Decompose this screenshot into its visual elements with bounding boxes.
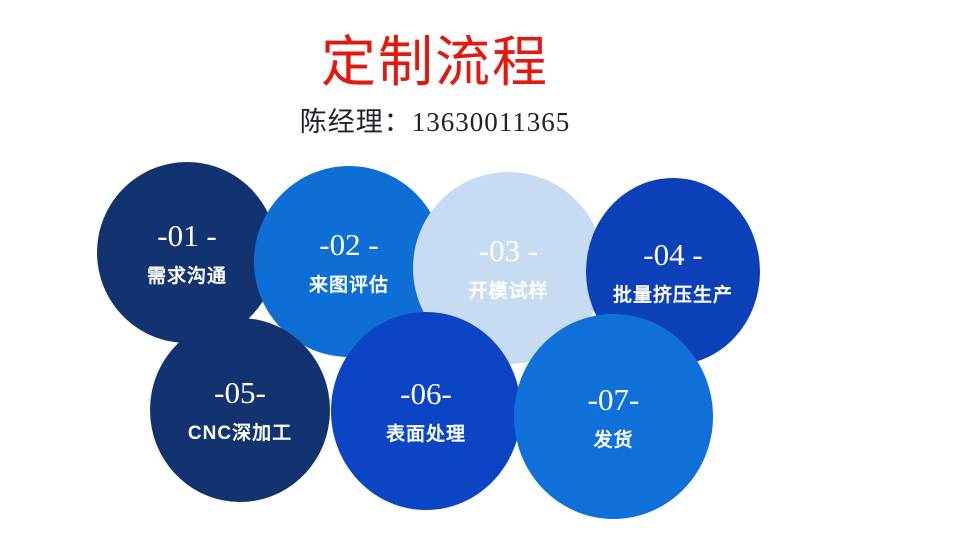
page-title: 定制流程 — [320, 32, 549, 93]
step-number: -05- — [214, 375, 266, 410]
step-label: 来图评估 — [308, 274, 389, 296]
step-number: -02 - — [319, 226, 379, 262]
step-number: -03 - — [478, 233, 539, 268]
step-label: 发货 — [593, 429, 634, 451]
step-number: -04 - — [643, 236, 703, 272]
step-label: 开模试样 — [468, 281, 549, 302]
process-step-circle-5: -05- CNC深加工 — [150, 318, 330, 502]
contact-phone-line: 陈经理：13630011365 — [299, 106, 571, 137]
step-label: CNC深加工 — [187, 423, 293, 444]
step-number: -07- — [587, 381, 640, 417]
process-step-circle-7: -07- 发货 — [514, 314, 713, 519]
step-number: -01 - — [157, 217, 217, 253]
step-label: 表面处理 — [385, 424, 466, 445]
process-step-circle-1: -01 - 需求沟通 — [97, 162, 277, 343]
slide-header: 定制流程 陈经理：13630011365 — [0, 34, 870, 139]
process-step-circle-2: -02 - 来图评估 — [254, 166, 444, 357]
step-number: -06- — [400, 376, 452, 411]
step-label: 批量挤压生产 — [612, 284, 733, 306]
process-step-circle-6: -06- 表面处理 — [331, 312, 521, 510]
step-label: 需求沟通 — [146, 265, 227, 287]
